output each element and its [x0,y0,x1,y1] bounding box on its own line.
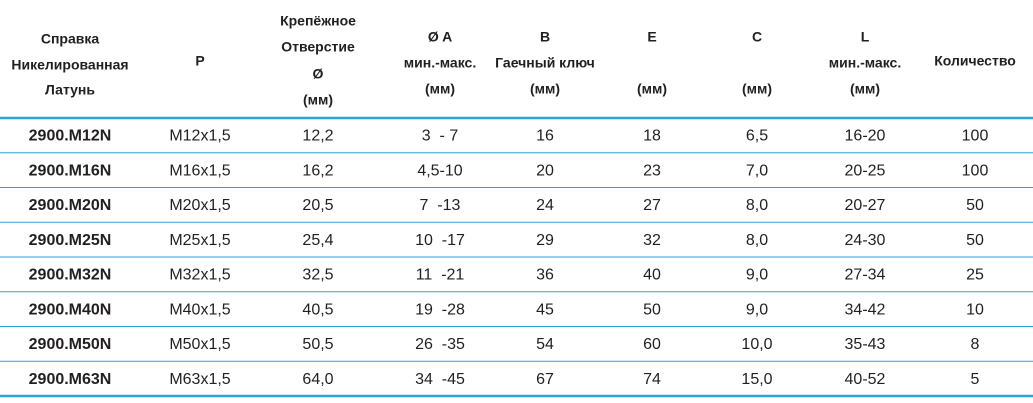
column-header: Крепёжное [280,13,356,29]
cell: 5 [971,371,980,388]
part-number: 2900.M12N [29,128,112,145]
cell: 8,0 [746,197,768,214]
cell: 64,0 [302,371,333,388]
column-header: (мм) [637,81,667,97]
column-header: E [647,29,656,45]
cell: 20,5 [302,197,333,214]
cell: 23 [643,162,661,179]
cell: 7 -13 [420,197,461,214]
column-header: (мм) [850,81,880,97]
cell: M12x1,5 [169,128,230,145]
cell: 50 [643,301,661,318]
cell: 32,5 [302,267,333,284]
cell: 45 [536,301,554,318]
cell: 12,2 [302,128,333,145]
cell: 50 [966,232,984,249]
cell: 10 [966,301,984,318]
part-number: 2900.M16N [29,162,112,179]
cell: 40 [643,267,661,284]
cell: 10,0 [741,336,772,353]
column-header: L [861,29,870,45]
column-header: Отверстие [281,39,355,55]
cell: 26 -35 [415,336,465,353]
column-header: C [752,29,762,45]
column-header: (мм) [742,81,772,97]
part-number: 2900.M63N [29,371,112,388]
column-header: B [540,29,550,45]
cell: 8 [971,336,980,353]
cell: 11 -21 [416,267,465,284]
cell: 67 [536,371,554,388]
cell: 36 [536,267,554,284]
column-header: Гаечный ключ [495,55,595,71]
cell: 25,4 [302,232,333,249]
column-header: Количество [934,53,1016,69]
cell: 29 [536,232,554,249]
cell: 6,5 [746,128,768,145]
column-header: Никелированная [11,57,128,73]
column-header: (мм) [425,81,455,97]
cell: M20x1,5 [169,197,230,214]
cell: 9,0 [746,267,768,284]
cell: 19 -28 [415,301,465,318]
cell: 35-43 [845,336,886,353]
cell: 16,2 [302,162,333,179]
cell: 27 [643,197,661,214]
cell: 24 [536,197,554,214]
cell: 60 [643,336,661,353]
cell: M50x1,5 [169,336,230,353]
part-number: 2900.M50N [29,336,112,353]
cell: 20-25 [845,162,886,179]
cell: M40x1,5 [169,301,230,318]
cell: 3 - 7 [422,128,459,145]
column-header: P [195,53,204,69]
cell: 20-27 [845,197,886,214]
column-header: Ø [313,66,324,82]
cell: 18 [643,128,661,145]
part-number: 2900.M25N [29,232,112,249]
column-header: (мм) [530,81,560,97]
cell: 9,0 [746,301,768,318]
column-header: Ø A [428,29,452,45]
cell: 50,5 [302,336,333,353]
cell: 100 [962,162,989,179]
cell: M16x1,5 [169,162,230,179]
cell: 16-20 [845,128,886,145]
cell: 16 [536,128,554,145]
cell: 15,0 [741,371,772,388]
column-header: (мм) [303,92,333,108]
part-number: 2900.M32N [29,267,112,284]
cell: 4,5-10 [417,162,462,179]
part-number: 2900.M40N [29,301,112,318]
cell: 32 [643,232,661,249]
cell: 24-30 [845,232,886,249]
cell: 40,5 [302,301,333,318]
cell: M63x1,5 [169,371,230,388]
cell: 10 -17 [415,232,465,249]
cell: 34 -45 [415,371,465,388]
cell: 7,0 [746,162,768,179]
cell: 40-52 [845,371,886,388]
cell: 50 [966,197,984,214]
cell: M32x1,5 [169,267,230,284]
part-number: 2900.M20N [29,197,112,214]
cell: 74 [643,371,661,388]
column-header: Справка [41,31,100,47]
cell: 34-42 [845,301,886,318]
cell: 100 [962,128,989,145]
column-header: Латунь [45,82,95,98]
cell: 8,0 [746,232,768,249]
column-header: мин.-макс. [829,55,901,71]
cell: 20 [536,162,554,179]
cell: M25x1,5 [169,232,230,249]
cell: 25 [966,267,984,284]
column-header: мин.-макс. [404,55,476,71]
cell: 54 [536,336,554,353]
cell: 27-34 [845,267,886,284]
